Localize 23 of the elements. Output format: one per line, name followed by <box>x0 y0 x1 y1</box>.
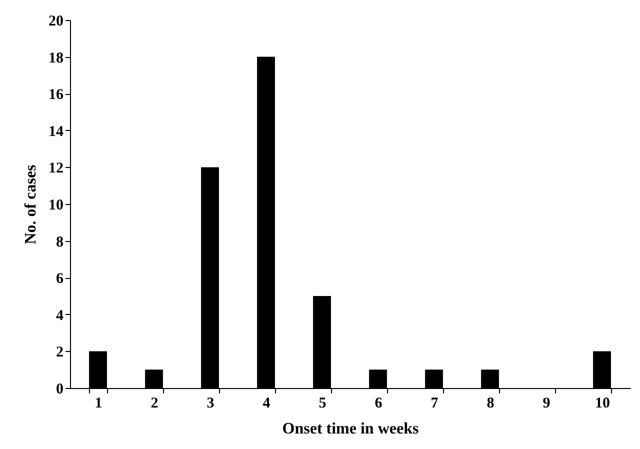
y-tick-label: 2 <box>56 344 64 361</box>
y-tick-label: 8 <box>56 234 64 250</box>
x-tick-label: 3 <box>206 396 214 412</box>
x-tick-label: 1 <box>94 396 102 412</box>
x-tick-label: 6 <box>374 396 383 412</box>
x-tick-label: 8 <box>486 396 494 412</box>
x-tick-label: 5 <box>318 396 326 412</box>
x-axis-title: Onset time in weeks <box>282 420 419 438</box>
x-tick-label: 2 <box>150 396 158 412</box>
y-tick-label: 16 <box>48 87 64 104</box>
x-tick-label: 9 <box>542 396 550 412</box>
y-tick-label: 4 <box>56 308 64 324</box>
y-tick-label: 20 <box>48 14 64 30</box>
y-tick-label: 10 <box>48 198 64 214</box>
y-tick-label: 6 <box>56 271 64 288</box>
y-tick-label: 12 <box>48 160 64 177</box>
y-tick-label: 18 <box>48 50 64 66</box>
y-tick-label: 14 <box>48 124 64 140</box>
y-axis-title: No. of cases <box>22 164 40 244</box>
x-tick-label: 7 <box>430 396 439 412</box>
y-tick-label: 0 <box>56 382 64 398</box>
x-tick-label: 4 <box>262 396 271 412</box>
x-tick-label: 10 <box>595 396 610 412</box>
